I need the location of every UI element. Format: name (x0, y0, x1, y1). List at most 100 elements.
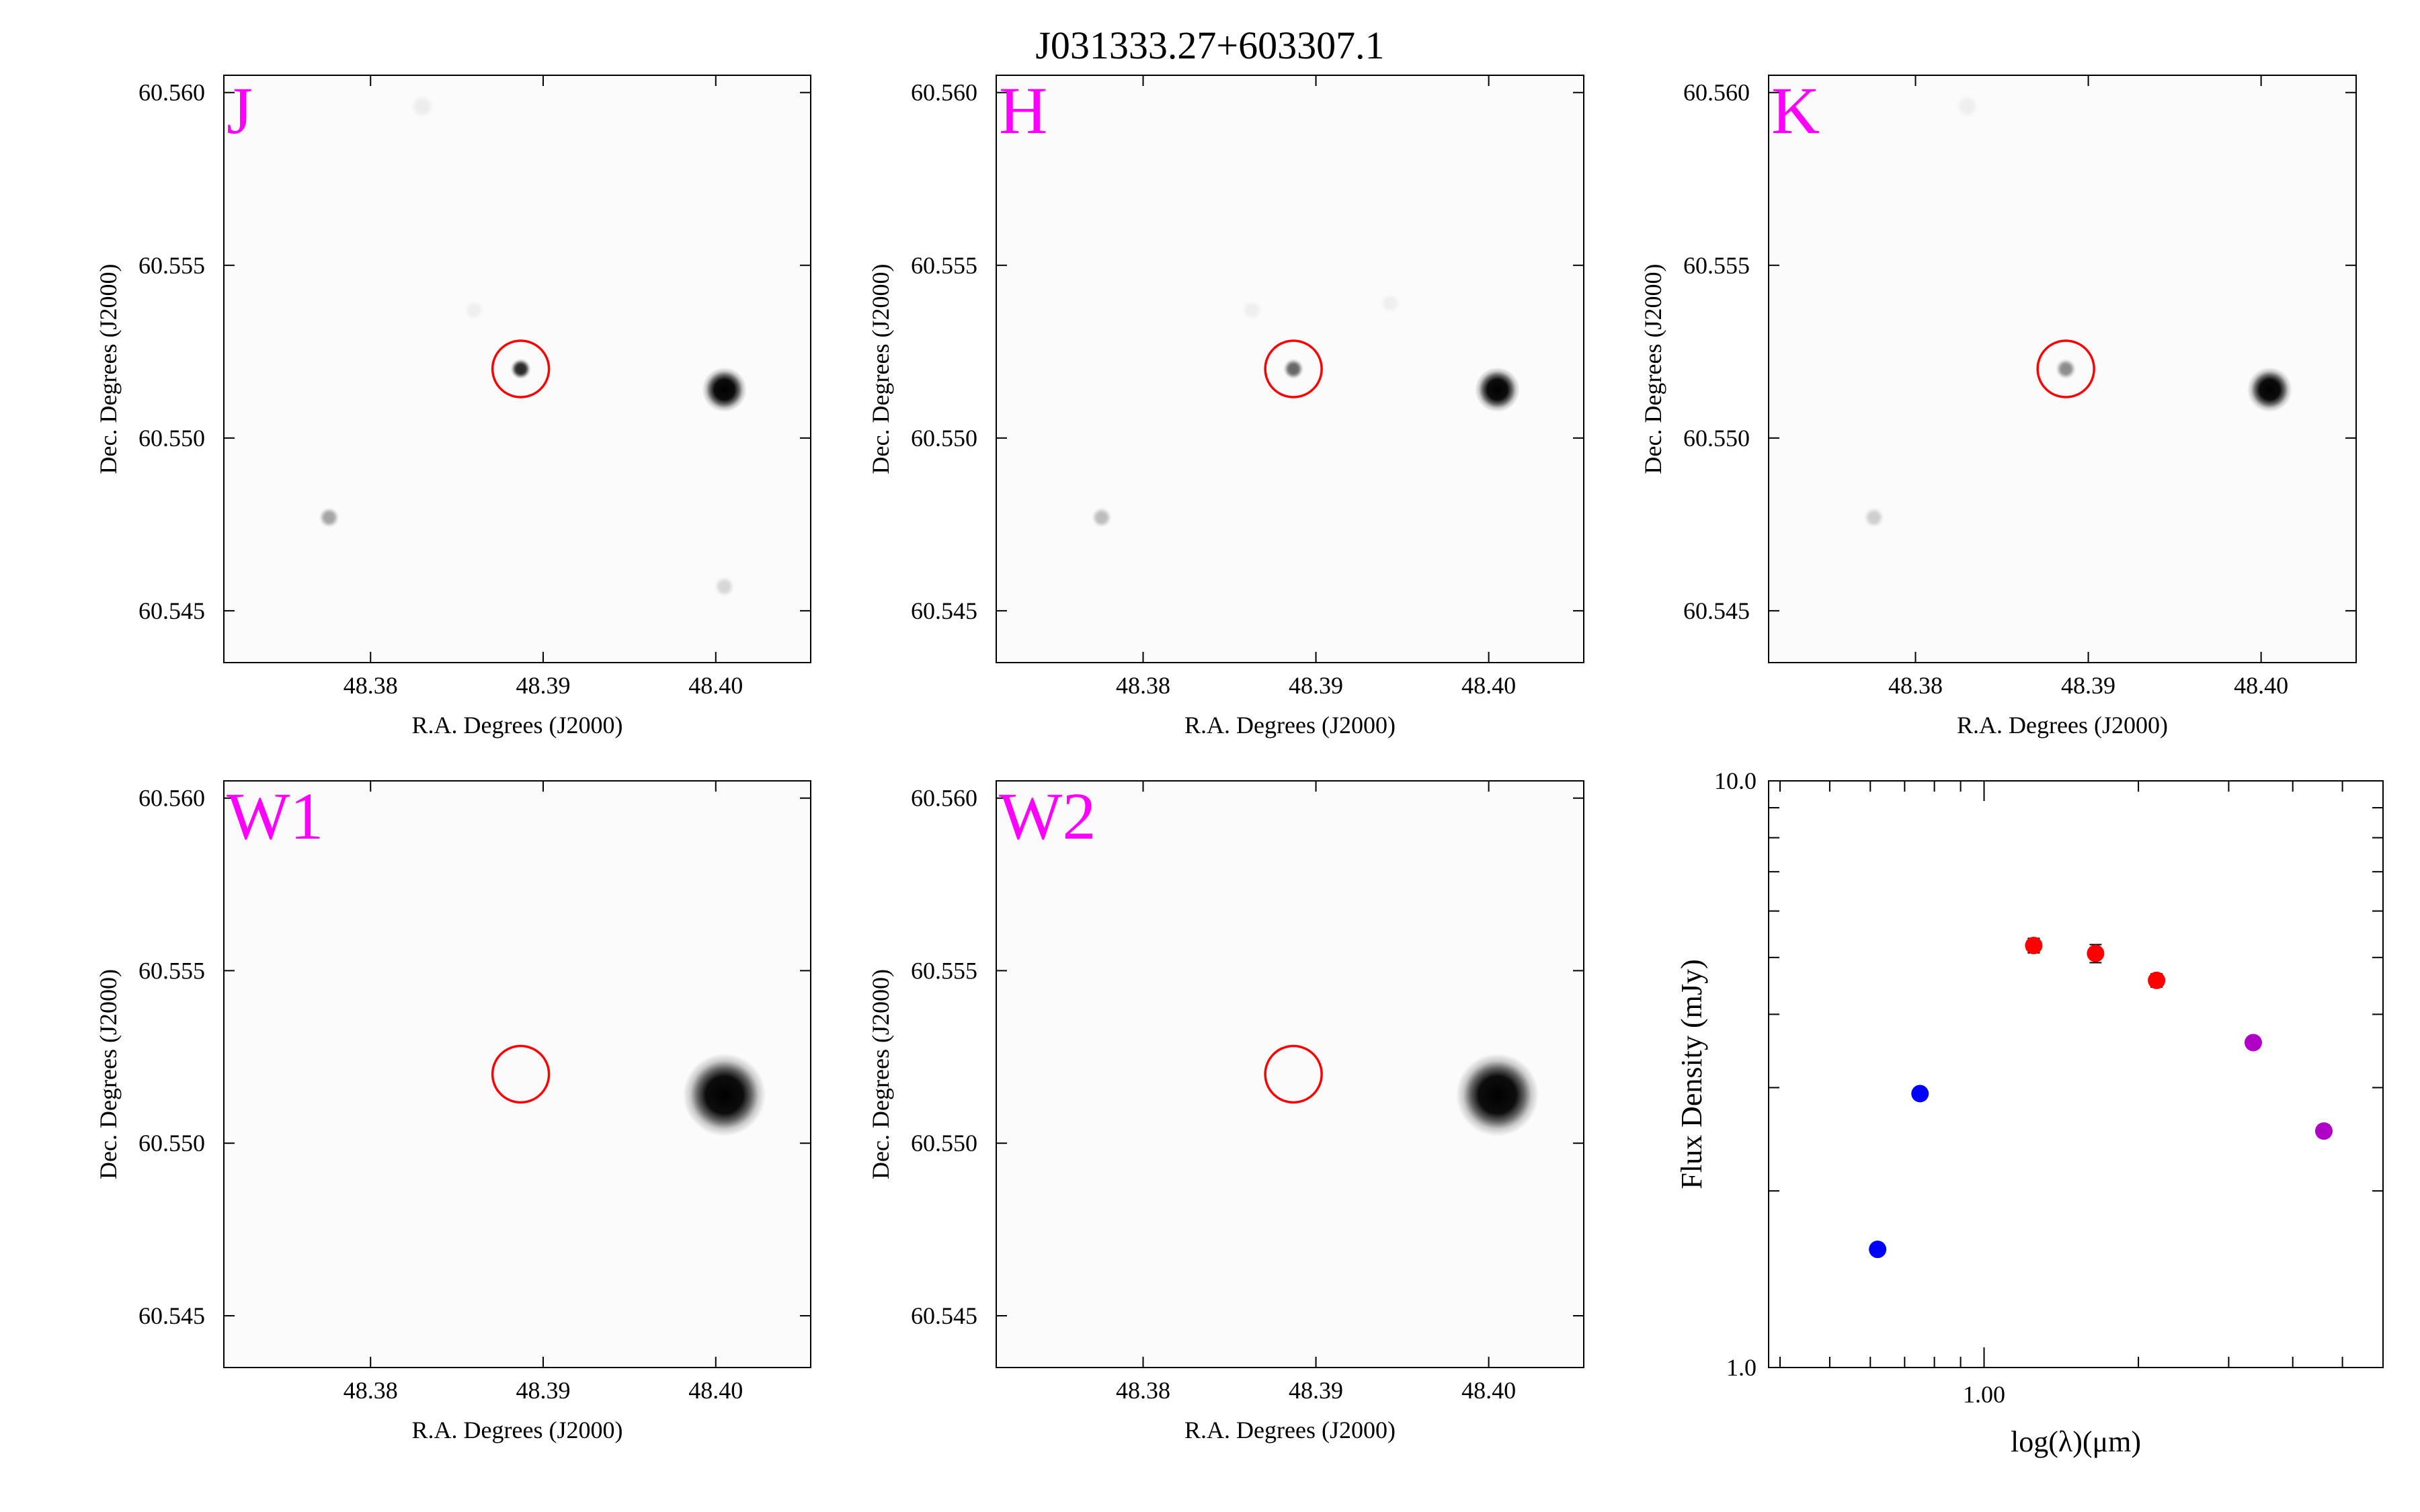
target-circle (491, 1044, 551, 1104)
figure-title: J031333.27+603307.1 (1035, 24, 1385, 67)
plot-frame (223, 75, 811, 663)
x-tick-label: 48.40 (688, 1377, 743, 1404)
star-source (1283, 358, 1304, 380)
x-tick-label: 48.38 (1116, 1377, 1170, 1404)
star-source (410, 94, 435, 119)
x-tick-label: 48.40 (1461, 672, 1516, 699)
y-tick-label: 60.545 (1683, 597, 1750, 624)
y-tick-label: 1.0 (1726, 1354, 1757, 1381)
y-axis-title: Dec. Degrees (J2000) (867, 264, 894, 474)
x-tick-label: 48.39 (2061, 672, 2115, 699)
x-tick-label: 48.38 (1888, 672, 1943, 699)
band-label: H (999, 73, 1047, 148)
sed-frame (1768, 780, 2384, 1368)
y-tick-label: 60.550 (138, 1130, 205, 1157)
x-tick-label: 48.38 (344, 1377, 398, 1404)
panel-w1: 48.38 48.39 48.40 60.545 60.550 60.555 60.560 R… (95, 779, 811, 1443)
plot-frame (996, 75, 1584, 663)
x-axis-title: log(λ)(μm) (2011, 1425, 2141, 1458)
star-source (1863, 507, 1885, 528)
star-source (682, 1053, 766, 1136)
y-tick-label: 60.545 (911, 597, 977, 624)
y-tick-label: 60.550 (138, 425, 205, 452)
x-tick-label: 48.38 (1116, 672, 1170, 699)
x-tick-label: 48.39 (516, 1377, 571, 1404)
y-tick-label: 60.555 (1683, 252, 1750, 279)
y-tick-label: 60.560 (911, 785, 977, 812)
x-axis-title: R.A. Degrees (J2000) (412, 712, 623, 739)
image-layer (1863, 94, 2292, 528)
x-tick-label: 48.38 (344, 672, 398, 699)
y-tick-label: 60.560 (138, 79, 205, 106)
star-source (1475, 367, 1520, 413)
band-label: W1 (227, 779, 323, 853)
y-axis-title: Dec. Degrees (J2000) (1640, 264, 1666, 474)
y-tick-label: 60.560 (138, 785, 205, 812)
y-tick-label: 10.0 (1714, 767, 1757, 794)
star-source (1091, 507, 1113, 528)
y-axis-title: Dec. Degrees (J2000) (95, 264, 122, 474)
data-point (2148, 971, 2166, 989)
x-tick-label: 48.39 (1289, 672, 1343, 699)
x-tick-label: 48.40 (2234, 672, 2288, 699)
x-axis-title: R.A. Degrees (J2000) (412, 1417, 623, 1443)
x-tick-label: 48.39 (1289, 1377, 1343, 1404)
y-axis-title: Dec. Degrees (J2000) (95, 969, 122, 1179)
y-tick-label: 60.555 (911, 957, 977, 984)
y-tick-label: 60.555 (138, 252, 205, 279)
y-axis-title: Dec. Degrees (J2000) (867, 969, 894, 1179)
data-point (2244, 1034, 2262, 1052)
x-tick-label: 48.40 (1461, 1377, 1516, 1404)
x-tick-label: 1.00 (1963, 1381, 2005, 1408)
data-point (1869, 1241, 1887, 1259)
y-tick-label: 60.560 (911, 79, 977, 106)
star-source (510, 358, 532, 380)
y-tick-label: 60.560 (1683, 79, 1750, 106)
panel-w2: 48.38 48.39 48.40 60.545 60.550 60.555 60.560 R… (867, 779, 1584, 1443)
star-source (2055, 358, 2076, 380)
x-tick-label: 48.40 (688, 672, 743, 699)
image-layer (1091, 292, 1520, 528)
data-point (2025, 937, 2043, 955)
y-tick-label: 60.545 (911, 1302, 977, 1329)
plot-frame (223, 780, 811, 1368)
data-point (2087, 944, 2105, 962)
y-tick-label: 60.555 (911, 252, 977, 279)
y-tick-label: 60.550 (1683, 425, 1750, 452)
panel-h: 48.38 48.39 48.40 60.545 60.550 60.555 60.560 R… (867, 73, 1584, 739)
y-tick-label: 60.550 (911, 425, 977, 452)
x-axis-title: R.A. Degrees (J2000) (1184, 1417, 1396, 1443)
band-label: W2 (999, 779, 1096, 853)
target-circle (491, 339, 551, 398)
star-source (1955, 94, 1980, 119)
y-axis-title: Flux Density (mJy) (1675, 959, 1708, 1189)
star-source (1379, 292, 1401, 314)
target-circle (1264, 339, 1323, 398)
y-tick-label: 60.550 (911, 1130, 977, 1157)
y-tick-label: 60.545 (138, 597, 205, 624)
image-layer (319, 94, 747, 597)
star-source (319, 507, 340, 528)
x-axis-title: R.A. Degrees (J2000) (1957, 712, 2168, 739)
star-source (1455, 1053, 1539, 1137)
star-source (463, 300, 485, 321)
star-source (2247, 367, 2292, 413)
star-source (1242, 300, 1262, 321)
image-layer (1455, 1053, 1539, 1137)
target-circle (2036, 339, 2095, 398)
data-point (2314, 1122, 2333, 1140)
panel-k: 48.38 48.39 48.40 60.545 60.550 60.555 60.560 R… (1640, 73, 2357, 739)
band-label: K (1771, 73, 1820, 148)
plot-frame (1768, 75, 2357, 663)
image-layer (682, 1053, 766, 1136)
x-axis-title: R.A. Degrees (J2000) (1184, 712, 1396, 739)
band-label: J (227, 73, 253, 148)
plot-frame (996, 780, 1584, 1368)
star-source (714, 576, 735, 597)
star-source (702, 367, 747, 413)
y-tick-label: 60.545 (138, 1302, 205, 1329)
panel-j: 48.38 48.39 48.40 60.545 60.550 60.555 60.560 R… (95, 73, 811, 739)
x-tick-label: 48.39 (516, 672, 571, 699)
